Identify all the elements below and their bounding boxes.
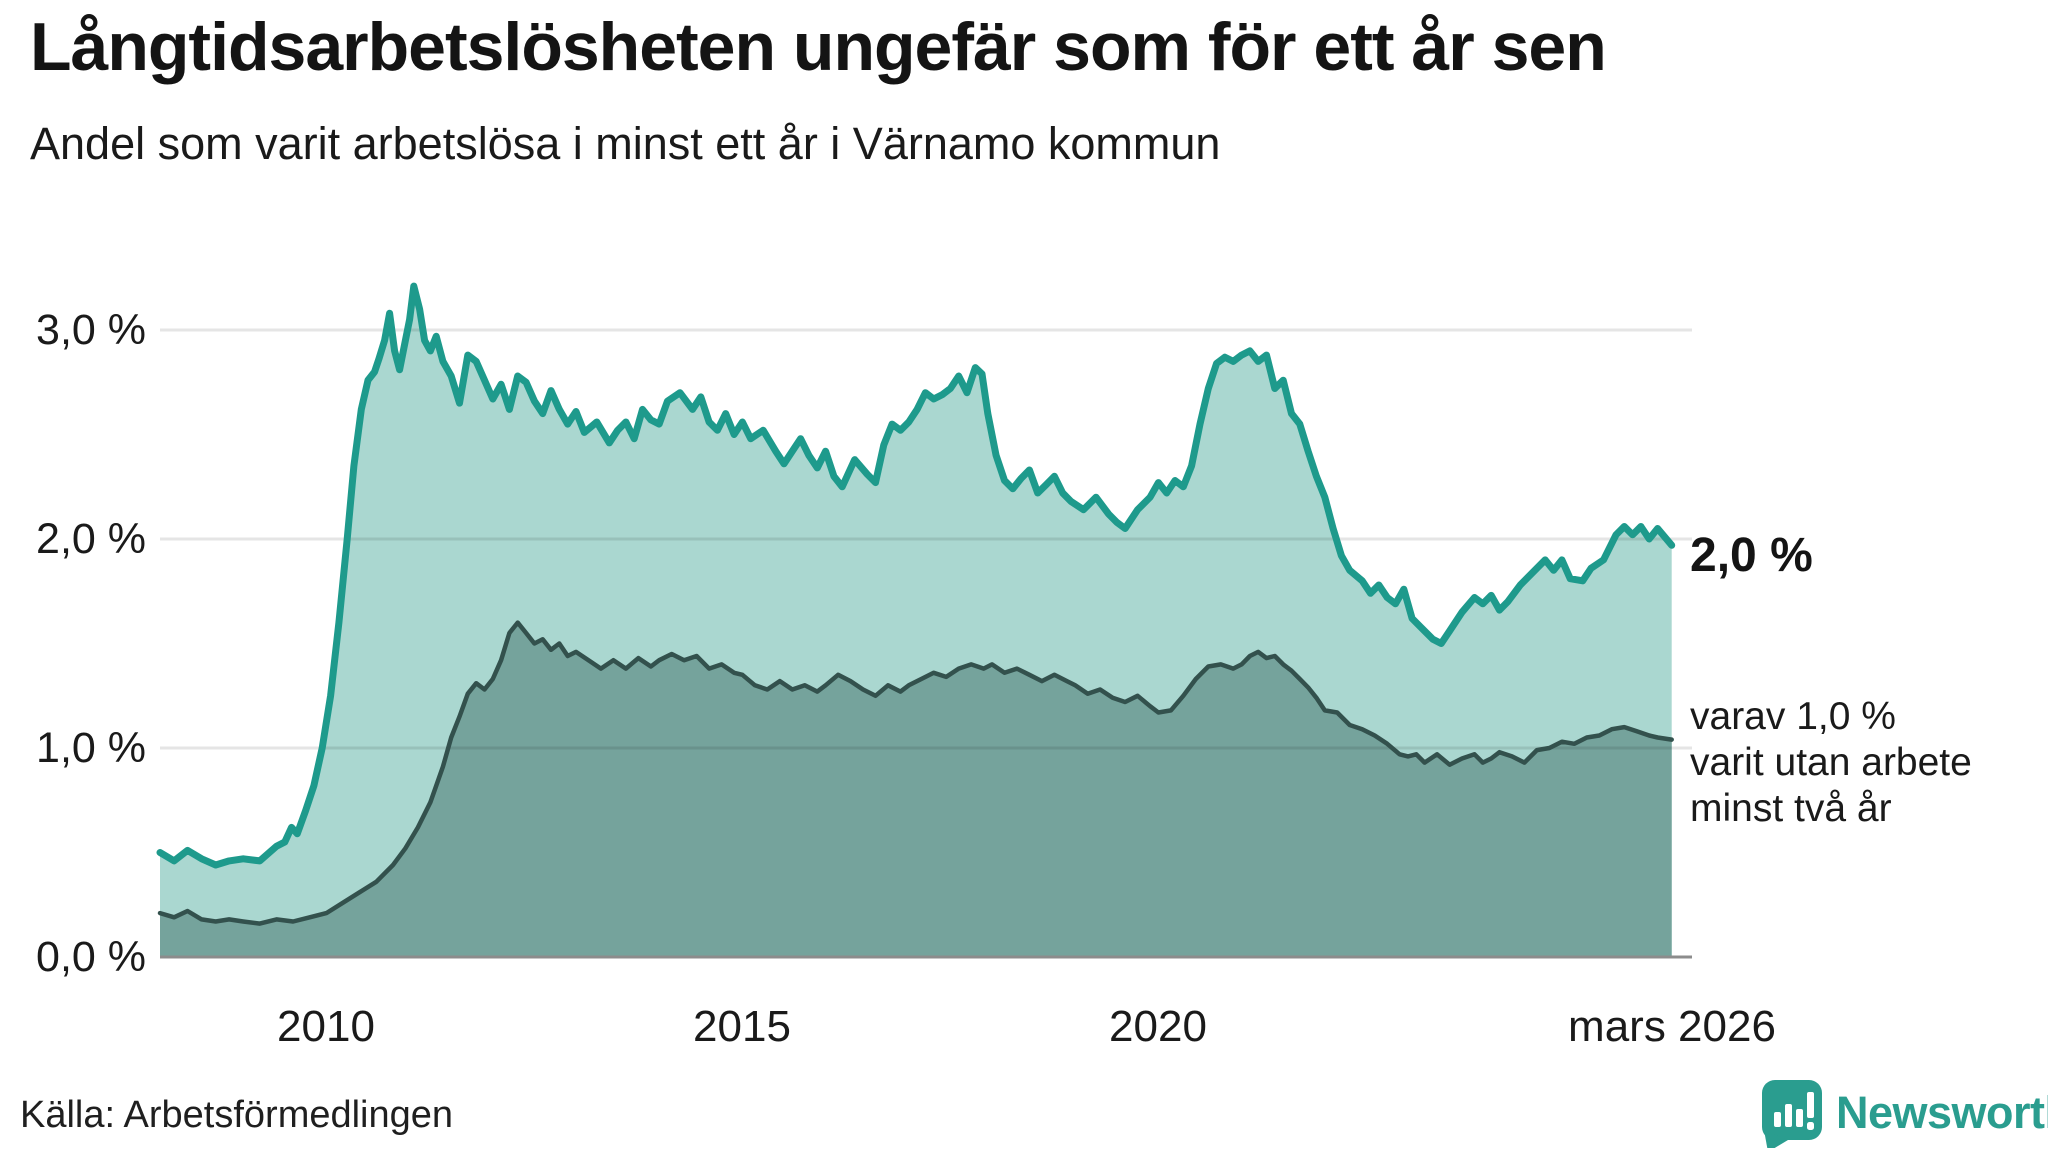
x-tick-label-2010: 2010 [277,1002,375,1051]
y-tick-label-3: 3,0 % [36,306,146,354]
latest-value-annotation: 2,0 % [1690,529,1813,582]
x-tick-label-2020: 2020 [1109,1002,1207,1051]
x-tick-label-mars-2026: mars 2026 [1568,1002,1776,1051]
secondary-annotation-line-1: varav 1,0 % [1690,695,1896,738]
page-subtitle: Andel som varit arbetslösa i minst ett å… [30,118,1221,169]
secondary-annotation: varav 1,0 % varit utan arbete minst två … [1690,694,1972,832]
x-tick-label-2015: 2015 [693,1002,791,1051]
area-fill-two-year [160,622,1672,957]
newsworthy-logo-icon [1762,1080,1822,1148]
area-stroke-one-year [156,282,1676,869]
y-tick-label-2: 2,0 % [36,515,146,563]
page-title: Långtidsarbetslösheten ungefär som för e… [30,9,1607,85]
gridlines [160,328,1692,750]
secondary-annotation-line-2: varit utan arbete [1690,741,1972,784]
y-tick-label-0: 0,0 % [36,933,146,981]
area-stroke-two-year [157,620,1674,926]
secondary-annotation-line-3: minst två år [1690,787,1892,830]
source-note: Källa: Arbetsförmedlingen [20,1094,454,1136]
y-tick-label-1: 1,0 % [36,724,146,772]
newsworthy-logo: Newsworthy [1760,1078,2048,1148]
newsworthy-logo-text: Newsworthy [1836,1087,2048,1138]
